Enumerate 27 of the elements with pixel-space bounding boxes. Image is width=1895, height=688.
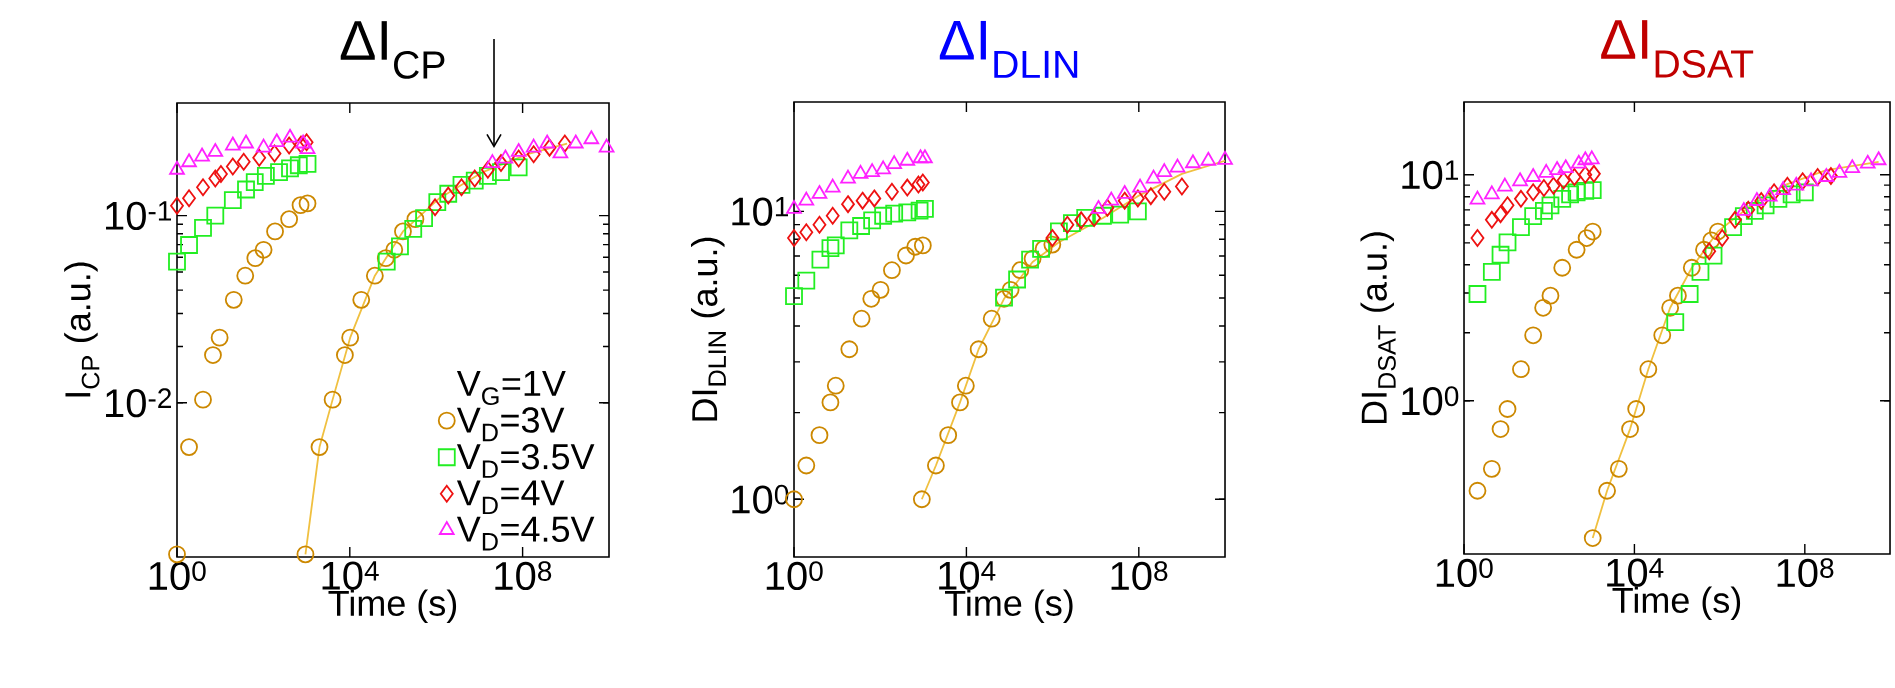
y-tick-label: 10$^{1}$ xyxy=(732,197,789,226)
y-axis-title: I$_{CP}$ (a.u.) xyxy=(64,262,100,397)
x-tick-label: 10$^{0}$ xyxy=(149,561,206,591)
chart-title: ΔI$_{CP}$ xyxy=(340,21,445,79)
x-tick-label: 10$^{8}$ xyxy=(1777,558,1834,588)
y-axis-title: DI$_{DSAT}$ (a.u.) xyxy=(1360,232,1396,423)
y-axis-title: DI$_{DLIN}$ (a.u.) xyxy=(691,237,726,421)
x-axis-title: Time (s) xyxy=(1612,586,1741,621)
x-tick-label: 10$^{4}$ xyxy=(322,561,379,590)
x-tick-label: 10$^{8}$ xyxy=(1111,561,1168,591)
legend-label: V$_{D}$=4V xyxy=(456,480,565,515)
legend-label: V$_{D}$=4.5V xyxy=(456,516,595,551)
x-tick-label: 10$^{0}$ xyxy=(1436,558,1493,588)
legend-title: V$_{G}$=1V xyxy=(456,371,566,406)
x-axis-title: Time (s) xyxy=(328,589,457,624)
x-axis-title: Time (s) xyxy=(945,589,1073,624)
chart-title: ΔI$_{DSAT}$ xyxy=(1601,20,1754,78)
y-tick-label: 10$^{-1}$ xyxy=(106,201,171,231)
chart-title: ΔI$_{DLIN}$ xyxy=(939,20,1078,78)
y-tick-label: 10$^{1}$ xyxy=(1402,160,1459,190)
legend-label: V$_{D}$=3.5V xyxy=(456,443,595,478)
x-tick-label: 10$^{0}$ xyxy=(766,561,823,591)
x-tick-label: 10$^{8}$ xyxy=(495,561,552,591)
x-tick-label: 10$^{4}$ xyxy=(939,561,996,590)
y-tick-label: 10$^{-2}$ xyxy=(106,388,171,418)
legend-label: V$_{D}$=3V xyxy=(456,407,565,442)
x-tick-label: 10$^{4}$ xyxy=(1607,558,1664,587)
